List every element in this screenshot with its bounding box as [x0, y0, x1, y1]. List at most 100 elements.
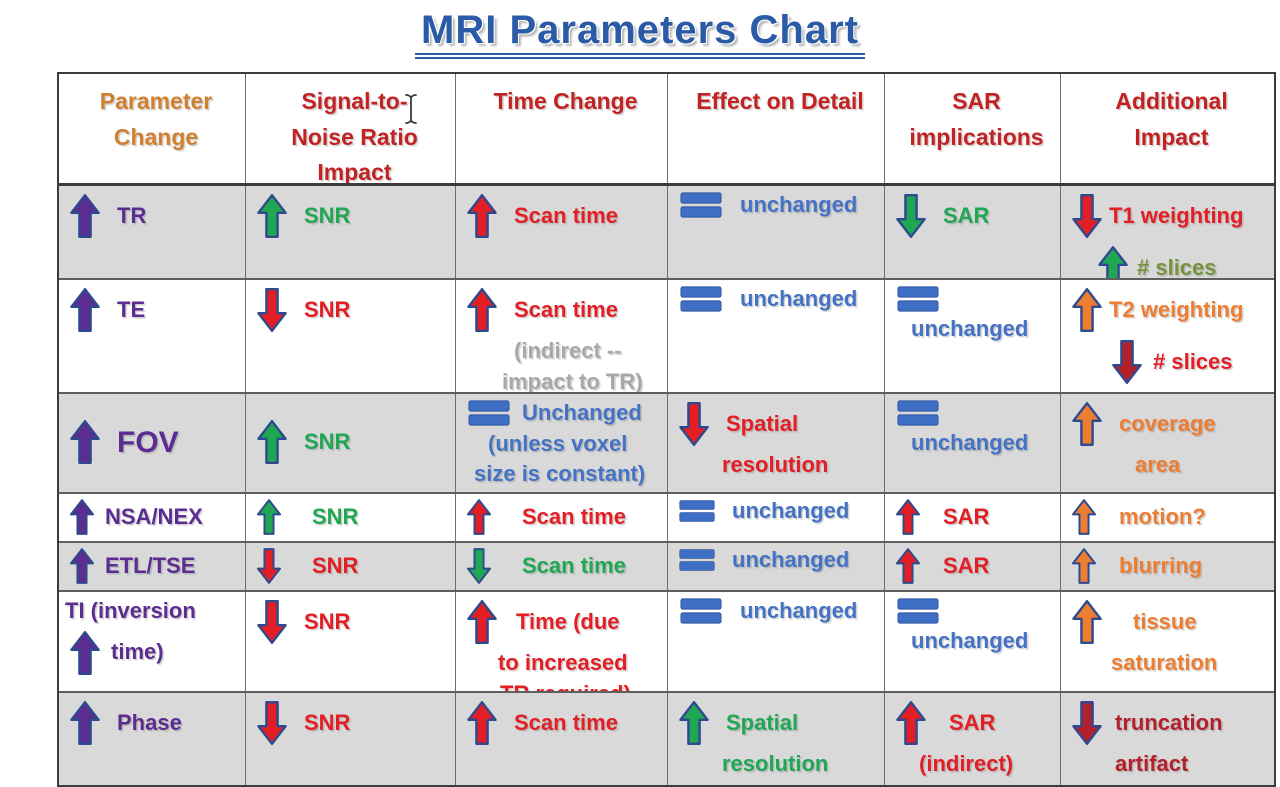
header-text: Parameter: [99, 88, 213, 114]
table-cell: Scan time: [455, 186, 667, 278]
cell-text: tissue: [1133, 608, 1197, 634]
table-cell: unchanged: [884, 394, 1060, 492]
cell-text: TR required): [500, 680, 631, 691]
up-arrow-icon: [466, 191, 498, 241]
table-cell: unchanged: [667, 592, 884, 691]
table-cell: SNR: [245, 543, 455, 590]
table-cell: blurring: [1060, 543, 1274, 590]
header-cell: Additional Impact: [1060, 74, 1274, 183]
down-arrow-icon: [678, 399, 710, 449]
table-cell: truncation artifact: [1060, 693, 1274, 785]
down-arrow-icon: [466, 546, 492, 586]
up-arrow-icon: [69, 497, 95, 537]
table-cell: Spatial resolution: [667, 693, 884, 785]
cell-text: resolution: [722, 751, 829, 776]
table-cell: motion?: [1060, 494, 1274, 541]
down-arrow-icon: [895, 191, 927, 241]
cell-text: blurring: [1119, 552, 1203, 578]
table-cell: tissue saturation: [1060, 592, 1274, 691]
header-text: Noise Ratio: [291, 123, 418, 150]
table-cell: TR: [59, 186, 245, 278]
cell-text: Phase: [117, 709, 182, 735]
header-cell: Time Change: [455, 74, 667, 183]
table-row: TR SNR Scan time unchanged SAR T1 weight…: [59, 186, 1274, 278]
header-text: Additional: [1115, 88, 1228, 114]
table-cell: unchanged: [667, 494, 884, 541]
down-arrow-icon: [256, 546, 282, 586]
equals-icon: [466, 399, 512, 427]
down-arrow-icon: [1111, 337, 1143, 387]
cell-text: impact to TR): [502, 368, 643, 392]
up-arrow-icon: [256, 497, 282, 537]
table-cell: Scan time (indirect -- impact to TR): [455, 280, 667, 392]
table-cell: T1 weighting # slices: [1060, 186, 1274, 278]
cell-text: SNR: [304, 608, 351, 634]
cell-text: SAR: [943, 552, 990, 578]
table-cell: ETL/TSE: [59, 543, 245, 590]
cell-text: SNR: [304, 428, 351, 454]
cell-text: Time (due: [516, 608, 620, 634]
table-cell: unchanged: [667, 186, 884, 278]
cell-text: SNR: [304, 296, 351, 322]
table-cell: SAR: [884, 186, 1060, 278]
equals-icon: [678, 191, 724, 219]
cell-text: TR: [117, 202, 147, 228]
down-arrow-icon: [256, 597, 288, 647]
header-cell: SAR implications: [884, 74, 1060, 183]
cell-text: TI (inversion: [65, 598, 196, 623]
cell-text: artifact: [1115, 751, 1189, 776]
table-cell: SNR: [245, 186, 455, 278]
up-arrow-icon: [895, 497, 921, 537]
cell-text: resolution: [722, 452, 829, 477]
table-cell: SNR: [245, 494, 455, 541]
equals-icon: [678, 597, 724, 625]
cell-text: Scan time: [514, 296, 618, 322]
header-text: Change: [113, 123, 199, 150]
cell-text: SNR: [312, 503, 359, 529]
up-arrow-icon: [256, 191, 288, 241]
cell-text: SNR: [312, 552, 359, 578]
up-arrow-icon: [69, 417, 101, 467]
cell-text: SNR: [304, 202, 351, 228]
cell-text: unchanged: [740, 286, 858, 311]
up-arrow-icon: [466, 698, 498, 748]
table-row: TE SNR Scan time (indirect -- impact to TR…: [59, 278, 1274, 392]
mri-parameters-table: Parameter Change Signal-to- Noise Ratio Impa…: [57, 72, 1276, 787]
up-arrow-icon: [69, 628, 101, 678]
up-arrow-icon: [895, 546, 921, 586]
cell-text: time): [111, 639, 164, 665]
up-arrow-icon: [69, 546, 95, 586]
up-arrow-icon: [69, 191, 101, 241]
up-arrow-icon: [1071, 597, 1103, 647]
cell-text: (indirect --: [514, 338, 622, 363]
table-cell: SNR: [245, 693, 455, 785]
cell-text: (unless voxel: [488, 430, 628, 456]
cell-text: Scan time: [514, 709, 618, 735]
cell-text: unchanged: [732, 547, 850, 572]
up-arrow-icon: [1071, 546, 1097, 586]
cell-text: motion?: [1119, 503, 1206, 529]
table-cell: unchanged: [884, 592, 1060, 691]
table-cell: SAR: [884, 543, 1060, 590]
header-cell: Effect on Detail: [667, 74, 884, 183]
table-cell: Spatial resolution: [667, 394, 884, 492]
table-cell: SNR: [245, 394, 455, 492]
equals-icon: [895, 285, 941, 313]
cell-text: SAR: [943, 202, 990, 228]
table-cell: Scan time: [455, 693, 667, 785]
up-arrow-icon: [69, 285, 101, 335]
cell-text: Spatial: [726, 709, 799, 735]
table-row: ETL/TSE SNR Scan time unchanged SAR blur…: [59, 541, 1274, 590]
equals-icon: [895, 399, 941, 427]
cell-text: Unchanged: [522, 400, 642, 425]
cell-text: to increased: [498, 650, 628, 675]
up-arrow-icon: [466, 497, 492, 537]
cell-text: unchanged: [740, 598, 858, 623]
equals-icon: [678, 499, 716, 523]
cell-text: (indirect): [919, 751, 1014, 776]
cell-text: Spatial: [726, 410, 799, 436]
up-arrow-icon: [895, 698, 927, 748]
table-cell: SAR (indirect): [884, 693, 1060, 785]
up-arrow-icon: [1071, 497, 1097, 537]
equals-icon: [678, 285, 724, 313]
